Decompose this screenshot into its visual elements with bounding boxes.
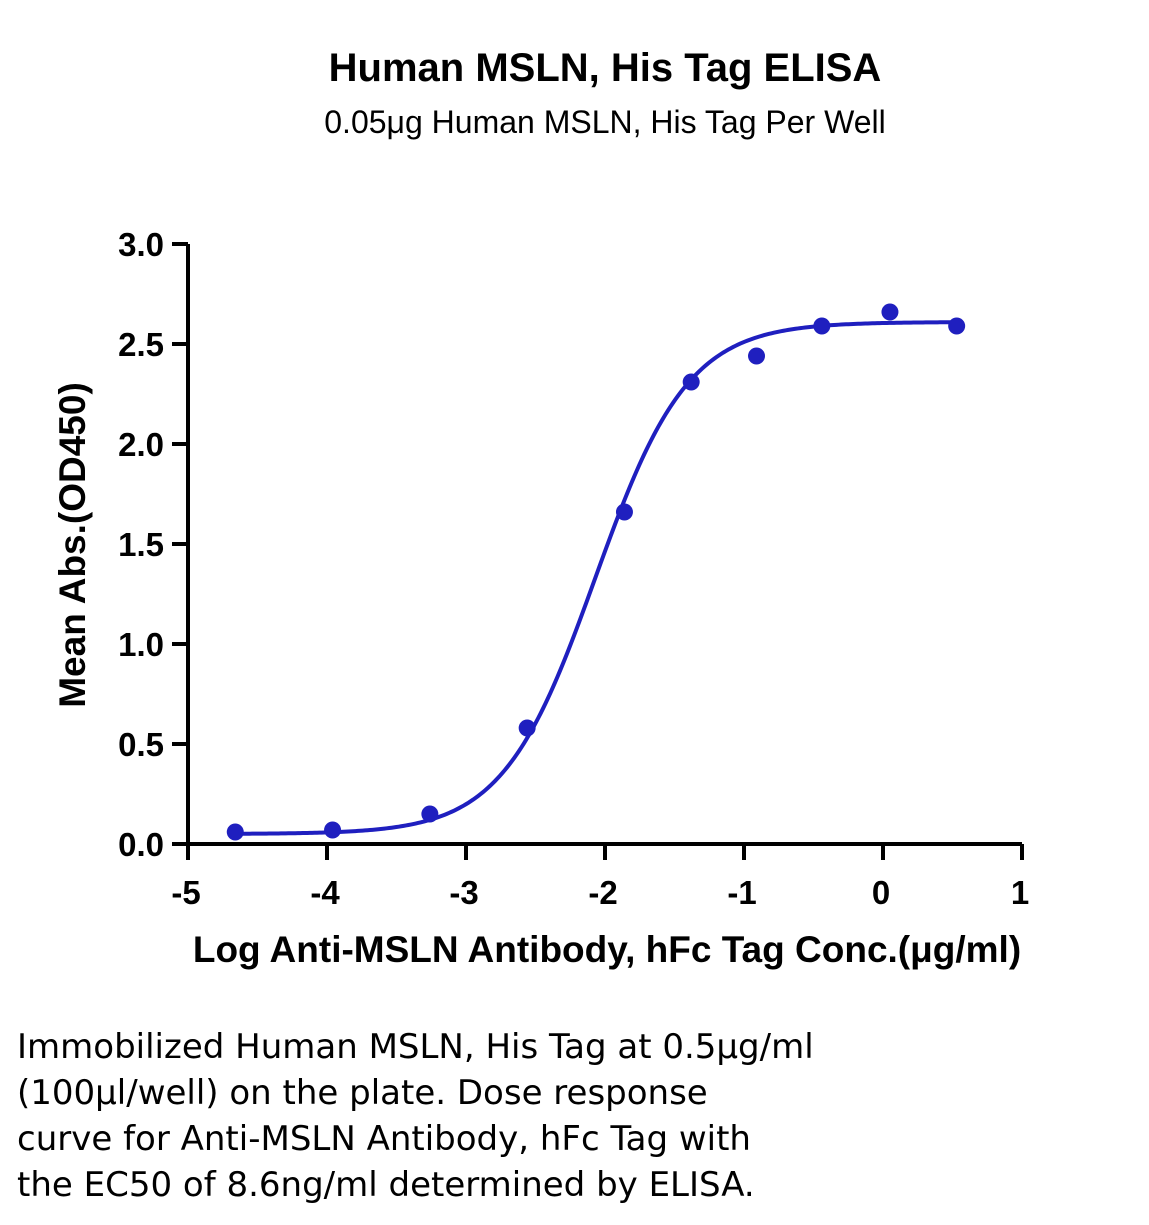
x-tick-label: -1 — [727, 874, 756, 911]
y-tick-label: 2.0 — [118, 426, 164, 463]
y-tick-label: 2.5 — [118, 326, 164, 363]
x-axis-title: Log Anti-MSLN Antibody, hFc Tag Conc.(μg… — [193, 929, 1021, 970]
y-tick-label: 1.0 — [118, 626, 164, 663]
y-tick-label: 3.0 — [118, 226, 164, 263]
y-tick-label: 0.0 — [118, 826, 164, 863]
chart-axes — [172, 242, 1024, 860]
fit-curve-group — [235, 320, 957, 836]
fit-curve — [235, 320, 957, 836]
x-tick-label: -2 — [588, 874, 617, 911]
chart-subtitle: 0.05μg Human MSLN, His Tag Per Well — [324, 104, 886, 140]
data-point — [748, 347, 766, 365]
caption-line: curve for Anti-MSLN Antibody, hFc Tag wi… — [17, 1119, 751, 1159]
axis-labels-group: 0.0 0.5 1.0 1.5 2.0 2.5 3.0 -5 -4 -3 -2 -1 0 1 Log Ant… — [52, 226, 1029, 970]
data-point — [324, 821, 342, 839]
data-point — [881, 303, 899, 321]
x-tick-label: -4 — [310, 874, 340, 911]
data-point — [421, 805, 439, 823]
data-point — [226, 823, 244, 841]
chart-title: Human MSLN, His Tag ELISA — [328, 46, 882, 90]
caption-line: the EC50 of 8.6ng/ml determined by ELISA… — [17, 1165, 755, 1205]
y-tick-label: 0.5 — [118, 726, 164, 763]
y-axis-title: Mean Abs.(OD450) — [52, 382, 93, 708]
x-tick-label: -3 — [449, 874, 478, 911]
y-tick-label: 1.5 — [118, 526, 164, 563]
x-tick-label: 1 — [1011, 874, 1029, 911]
caption-line: (100μl/well) on the plate. Dose response — [17, 1073, 708, 1113]
data-point — [518, 719, 536, 737]
x-tick-label: 0 — [872, 874, 890, 911]
data-points-group — [226, 303, 966, 841]
data-point — [682, 373, 700, 391]
data-point — [813, 317, 831, 335]
elisa-chart: 0.0 0.5 1.0 1.5 2.0 2.5 3.0 -5 -4 -3 -2 -1 0 1 Log Ant… — [52, 226, 1029, 970]
data-point — [948, 317, 966, 335]
caption-line: Immobilized Human MSLN, His Tag at 0.5μg… — [17, 1027, 814, 1067]
x-tick-label: -5 — [171, 874, 200, 911]
data-point — [615, 503, 633, 521]
caption: Immobilized Human MSLN, His Tag at 0.5μg… — [17, 1024, 1137, 1208]
